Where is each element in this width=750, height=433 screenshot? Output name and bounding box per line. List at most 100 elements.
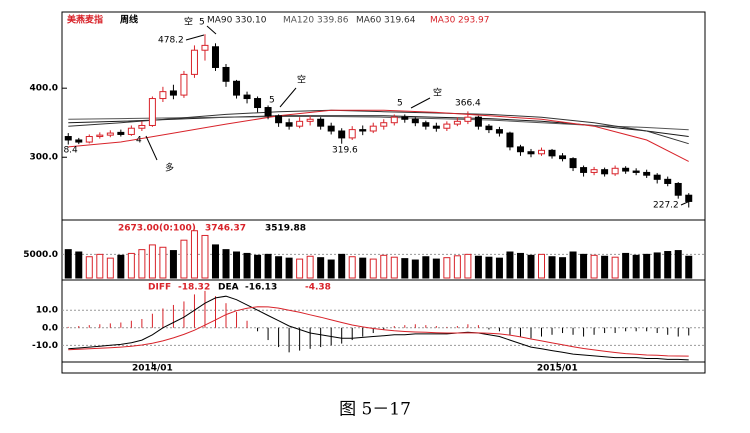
ma-line (68, 109, 689, 145)
volume-bar (243, 252, 251, 279)
volume-bar (432, 258, 440, 279)
legend-value: 319.64 (384, 16, 416, 26)
volume-bar (538, 253, 546, 279)
candle-body (201, 44, 209, 51)
volume-bar (674, 250, 682, 279)
volume-bar (401, 258, 409, 279)
volume-bar (317, 257, 325, 279)
arrow (410, 97, 431, 109)
volume-bar (516, 252, 524, 279)
legend-value: 293.97 (458, 16, 490, 26)
candle-body (243, 94, 251, 100)
candle-body (453, 120, 461, 125)
volume-bar (348, 256, 356, 279)
volume-bar (306, 255, 314, 279)
candle-body (75, 139, 83, 143)
volume-bar (664, 251, 672, 279)
header-label: -18.32 (178, 283, 210, 293)
volume-bar (180, 239, 188, 279)
legend-name: MA60 (356, 16, 382, 26)
volume-bar (275, 256, 283, 279)
volume-bar (127, 252, 135, 279)
volume-bar (264, 253, 272, 279)
volume-bar (201, 234, 209, 279)
candle-body (338, 130, 346, 139)
candle-body (159, 91, 167, 100)
candle-body (516, 146, 524, 153)
header-label: DIFF (148, 283, 171, 293)
legend-name: MA30 (430, 16, 456, 26)
candle-body (222, 66, 230, 82)
volume-bar (327, 259, 335, 279)
volume-bar (474, 255, 482, 279)
volume-bar (548, 256, 556, 279)
volume-bar (338, 253, 346, 279)
volume-bar (233, 251, 241, 279)
candle-body (264, 107, 272, 117)
header-label: DEA (218, 283, 239, 293)
annotation: 4 (136, 136, 142, 146)
volume-bar (148, 244, 156, 279)
volume-bar (590, 254, 598, 279)
candle-body (85, 136, 93, 143)
volume-bar (685, 255, 693, 279)
header-label: -4.38 (305, 283, 331, 293)
annotation: 空 (184, 16, 193, 28)
volume-bar (411, 259, 419, 279)
volume-bar (527, 254, 535, 279)
volume-bar (211, 244, 219, 279)
candle-body (380, 122, 388, 127)
volume-bar (285, 257, 293, 279)
candle-body (285, 122, 293, 127)
ma-line (68, 109, 689, 162)
candle-body (569, 158, 577, 169)
volume-bar (369, 258, 377, 279)
candle-body (548, 149, 556, 157)
candle-body (611, 167, 619, 175)
candle-body (148, 98, 156, 126)
volume-bar (464, 253, 472, 279)
annotation: 5 (269, 96, 275, 106)
volume-bar (380, 254, 388, 279)
candle-body (506, 132, 514, 148)
candle-body (369, 125, 377, 132)
candle-body (190, 49, 198, 75)
arrow (680, 200, 691, 206)
ma-line (68, 116, 689, 131)
annotation: 多 (165, 162, 174, 174)
y-tick-label: 5000.0 (23, 250, 58, 260)
candle-body (411, 118, 419, 124)
frame (61, 11, 706, 374)
volume-bar (138, 249, 146, 279)
candle-body (359, 129, 367, 132)
candle-body (348, 129, 356, 139)
volume-bar (106, 257, 114, 279)
volume-bar (222, 249, 230, 279)
volume-bar (559, 257, 567, 279)
candle-body (233, 80, 241, 96)
volume-bar (75, 251, 83, 279)
diff-line (68, 295, 689, 361)
candle-body (538, 149, 546, 155)
candle-body (317, 118, 325, 127)
candle-body (527, 151, 535, 155)
header-label: 3746.37 (205, 224, 246, 234)
header-label: -16.13 (245, 283, 277, 293)
volume-bar (643, 253, 651, 279)
annotation: 5 (199, 18, 205, 28)
caption: 图 5－17 (339, 400, 411, 420)
y-tick-label: 400.0 (30, 84, 58, 94)
candle-body (96, 134, 104, 138)
arrow (279, 87, 297, 108)
x-tick-label: 2015/01 (537, 364, 578, 374)
volume-bar (653, 252, 661, 279)
volume-bar (359, 257, 367, 279)
legend-value: 330.10 (235, 16, 267, 26)
candle-body (643, 171, 651, 176)
legend-value: 339.86 (317, 16, 349, 26)
volume-bar (453, 255, 461, 279)
candle-body (401, 116, 409, 120)
candle-body (117, 131, 125, 135)
